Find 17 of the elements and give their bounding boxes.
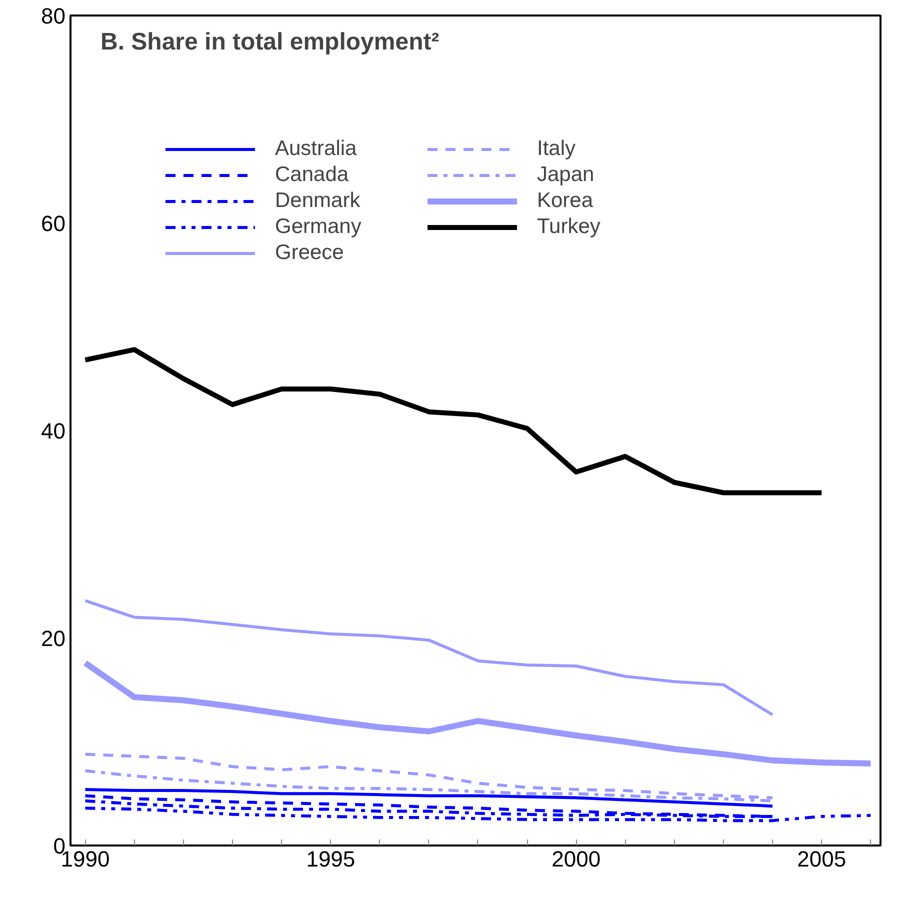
legend-label: Turkey [537,215,602,239]
y-tick-label: 40 [41,418,66,444]
y-tick-label: 80 [41,4,66,28]
legend-label: Australia [275,137,358,161]
legend-label: Korea [537,189,594,213]
y-tick-label: 60 [41,211,66,236]
y-tick-label: 20 [41,626,66,651]
text: B. Share in total employment² [100,28,440,56]
legend-label: Greece [275,241,345,265]
x-tick-label: 2000 [552,846,601,872]
legend-label: Denmark [275,189,362,213]
legend-label: Canada [275,163,350,187]
x-tick-label: 2005 [797,846,846,872]
legend-label: Japan [537,163,596,187]
legend-label: Italy [537,137,577,161]
x-tick-label: 1995 [306,846,356,872]
legend-label: Germany [275,215,362,239]
